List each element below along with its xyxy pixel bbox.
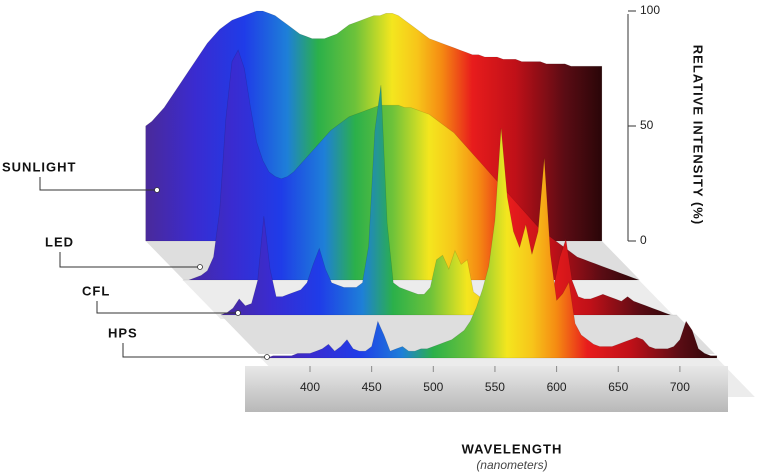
leader-dot — [197, 264, 203, 270]
y-axis-label: RELATIVE INTENSITY (%) — [691, 45, 706, 225]
spectrum-area — [220, 84, 677, 316]
y-tick-label: 0 — [640, 233, 647, 247]
layers — [145, 10, 718, 359]
leader-dot — [264, 354, 270, 360]
leader-line — [39, 177, 157, 191]
leader-dot — [154, 187, 160, 193]
series-label: SUNLIGHT — [2, 159, 76, 174]
x-tick-label: 400 — [300, 380, 320, 394]
x-axis-label: WAVELENGTH — [462, 441, 563, 456]
spectrum-area — [182, 49, 639, 281]
axis-box — [245, 366, 728, 412]
leader-line — [96, 301, 238, 314]
x-axis-sublabel: (nanometers) — [476, 458, 547, 472]
x-tick-label: 500 — [423, 380, 443, 394]
spectrum-area — [260, 127, 718, 359]
x-tick-label: 450 — [362, 380, 382, 394]
x-tick-label: 600 — [547, 380, 567, 394]
leader-dot — [235, 310, 241, 316]
x-tick-label: 650 — [608, 380, 628, 394]
x-tick-label: 700 — [670, 380, 690, 394]
x-tick-label: 550 — [485, 380, 505, 394]
legend: SUNLIGHT LED CFL HPS — [2, 159, 270, 360]
leader-line — [59, 252, 200, 268]
series-label: HPS — [108, 325, 138, 340]
series-label: LED — [45, 234, 74, 249]
leader-line — [122, 343, 267, 358]
y-tick-label: 100 — [640, 3, 660, 17]
y-tick-label: 50 — [640, 118, 654, 132]
series-label: CFL — [82, 283, 110, 298]
